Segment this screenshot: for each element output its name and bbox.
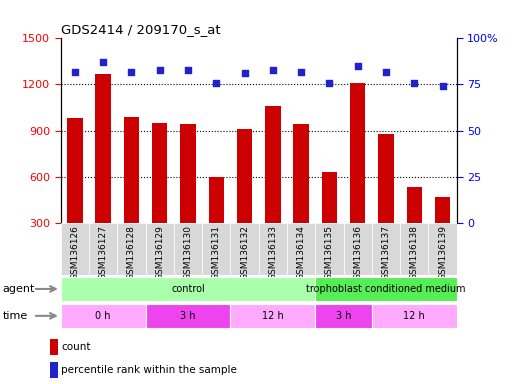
Point [325,79,334,86]
Bar [146,304,230,328]
Point [269,67,277,73]
Bar [287,223,315,275]
Point [212,79,221,86]
Text: GSM136128: GSM136128 [127,225,136,280]
Bar [96,74,111,269]
Bar [350,83,365,269]
Text: GSM136129: GSM136129 [155,225,164,280]
Point [438,83,447,89]
Text: 12 h: 12 h [403,311,425,321]
Text: GSM136139: GSM136139 [438,225,447,280]
Bar [378,134,394,269]
Point [297,68,305,74]
Text: agent: agent [3,284,35,294]
Text: count: count [61,342,91,352]
Text: GSM136133: GSM136133 [268,225,277,280]
Bar [265,106,281,269]
Bar [237,129,252,269]
Bar [435,197,450,269]
Bar [407,187,422,269]
Bar [124,117,139,269]
Bar [428,223,457,275]
Bar [230,304,315,328]
Bar [315,304,372,328]
Point [99,59,107,65]
Bar [259,223,287,275]
Bar [400,223,428,275]
Text: control: control [171,284,205,294]
Bar [61,304,146,328]
Text: GSM136137: GSM136137 [382,225,391,280]
Bar [61,277,315,301]
Bar [202,223,230,275]
Bar [315,277,457,301]
Point [382,68,390,74]
Text: trophoblast conditioned medium: trophoblast conditioned medium [306,284,466,294]
Point [71,68,79,74]
Text: 3 h: 3 h [180,311,196,321]
Bar [230,223,259,275]
Bar [89,223,117,275]
Bar [322,172,337,269]
Text: GSM136127: GSM136127 [99,225,108,280]
Text: GSM136136: GSM136136 [353,225,362,280]
Point [184,67,192,73]
Point [410,79,419,86]
Text: GSM136130: GSM136130 [184,225,193,280]
Bar [146,223,174,275]
Text: 0 h: 0 h [96,311,111,321]
Text: GSM136126: GSM136126 [70,225,79,280]
Bar [152,123,167,269]
Bar [180,124,196,269]
Text: GDS2414 / 209170_s_at: GDS2414 / 209170_s_at [61,23,220,36]
Text: GSM136134: GSM136134 [297,225,306,280]
Bar [315,223,344,275]
Bar [372,223,400,275]
Bar [344,223,372,275]
Bar [67,118,83,269]
Bar [117,223,146,275]
Point [353,63,362,69]
Bar [209,177,224,269]
Text: GSM136138: GSM136138 [410,225,419,280]
Text: 12 h: 12 h [262,311,284,321]
Text: GSM136131: GSM136131 [212,225,221,280]
Point [127,68,136,74]
Text: 3 h: 3 h [336,311,351,321]
Text: GSM136132: GSM136132 [240,225,249,280]
Text: time: time [3,311,28,321]
Point [155,67,164,73]
Bar [372,304,457,328]
Bar [294,124,309,269]
Text: GSM136135: GSM136135 [325,225,334,280]
Bar [50,362,58,378]
Bar [50,339,58,355]
Text: percentile rank within the sample: percentile rank within the sample [61,365,237,375]
Bar [174,223,202,275]
Point [240,70,249,76]
Bar [61,223,89,275]
